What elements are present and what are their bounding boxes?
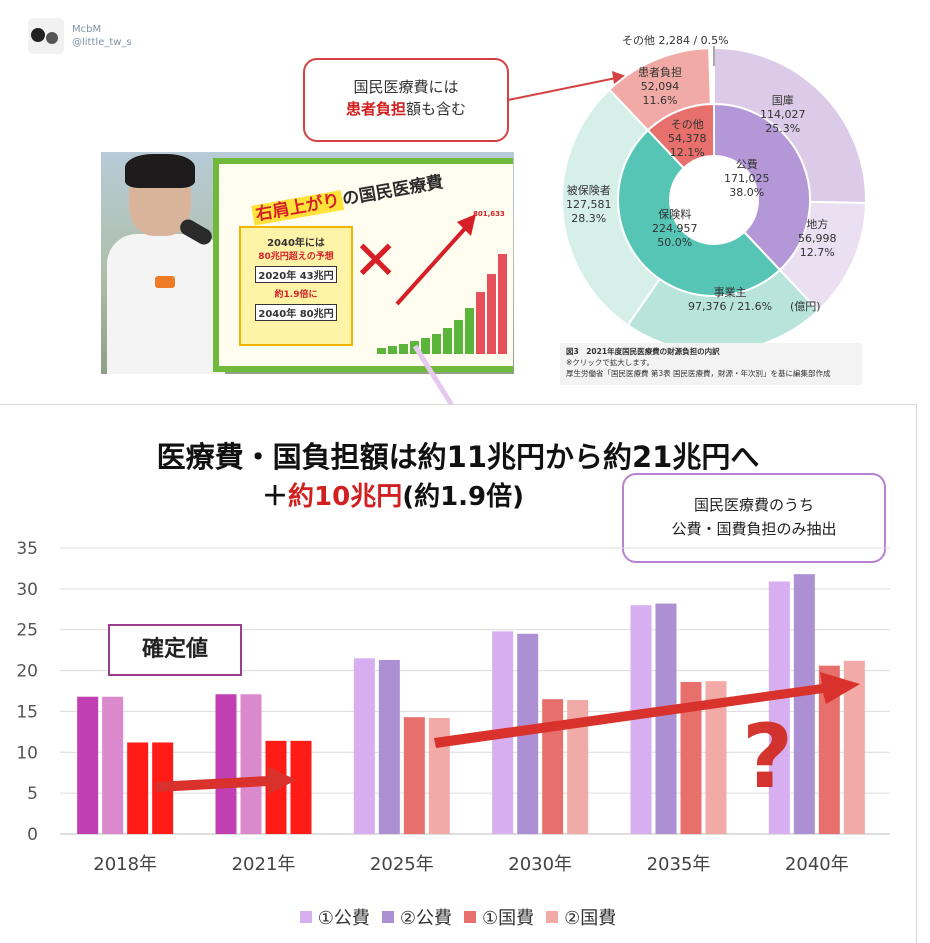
bar xyxy=(793,574,815,834)
trend-arrow-forecast-icon xyxy=(434,672,860,748)
x-tick-label: 2025年 xyxy=(370,854,434,875)
donut-label-patient: 患者負担 52,094 11.6% xyxy=(638,66,682,107)
speaker-figure xyxy=(107,154,227,374)
donut-label-employer: 事業主 97,376 / 21.6% xyxy=(688,286,773,313)
bar xyxy=(428,717,450,834)
chart-legend: ①公費 ②公費 ①国費 ②国費 xyxy=(0,904,916,930)
y-tick-label: 20 xyxy=(16,662,38,682)
donut-caption: 図3 2021年度国民医療費の財源負担の内訳 ※クリックで拡大します。 厚生労働… xyxy=(560,343,862,385)
legend-item: ②国費 xyxy=(546,904,616,930)
board-mini-bar xyxy=(487,274,496,354)
bar xyxy=(705,681,727,834)
patient-share-callout: 国民医療費には 患者負担額も含む xyxy=(303,58,509,142)
bar xyxy=(655,603,677,834)
legend-label: ①国費 xyxy=(482,908,535,929)
x-tick-label: 2035年 xyxy=(647,854,711,875)
board-mini-bar xyxy=(443,328,452,354)
legend-item: ②公費 xyxy=(381,904,452,930)
x-tick-label: 2030年 xyxy=(508,854,572,875)
donut-inner-slice xyxy=(617,128,782,298)
donut-label-local: 地方 56,998 12.7% xyxy=(798,218,837,259)
trend-arrow-confirmed-icon xyxy=(155,766,296,795)
chart-title: 医療費・国負担額は約11兆円から約21兆円へ xyxy=(156,440,760,474)
board-rising-arrow-icon xyxy=(395,214,476,306)
account-name: McbM xyxy=(72,24,102,35)
board-mini-bar xyxy=(432,334,441,354)
donut-label-inner-other: その他 54,378 12.1% xyxy=(668,118,707,159)
donut-inner-slice xyxy=(646,102,715,170)
bar xyxy=(680,682,702,834)
y-tick-label: 35 xyxy=(16,539,38,559)
legend-swatch xyxy=(299,911,312,923)
x-tick-label: 2040年 xyxy=(785,854,849,875)
bar xyxy=(818,665,840,834)
y-tick-label: 5 xyxy=(27,784,38,804)
legend-swatch xyxy=(464,911,476,923)
board-forecast-box: 2040年には 80兆円超えの予想 2020年 43兆円 約1.9倍に 2040… xyxy=(239,226,353,346)
donut-label-premium: 保険料 224,957 50.0% xyxy=(652,208,698,249)
x-tick-label: 2018年 xyxy=(93,854,157,875)
y-tick-label: 0 xyxy=(27,825,38,845)
legend-swatch xyxy=(381,911,394,923)
bar xyxy=(378,659,400,834)
bar xyxy=(630,605,652,834)
speaker-photo: 右肩上がりの国民医療費 2040年には 80兆円超えの予想 2020年 43兆円… xyxy=(101,152,514,374)
bar xyxy=(542,699,564,834)
legend-label: ①公費 xyxy=(317,908,370,929)
bar xyxy=(567,699,589,834)
bar xyxy=(102,696,124,834)
donut-inner-slice xyxy=(713,102,811,272)
bar-chart: 0 5 10 15 20 25 30 35 2018年 2021年 2025年 2030年 2035年 2… xyxy=(16,539,890,875)
legend-swatch xyxy=(546,911,559,923)
financing-donut-chart xyxy=(561,46,867,353)
bar xyxy=(77,696,99,834)
board-mini-bar xyxy=(454,320,463,354)
x-tick-label: 2021年 xyxy=(232,854,296,875)
y-tick-label: 30 xyxy=(16,580,38,600)
question-mark-icon: ? xyxy=(742,705,794,808)
y-tick-label: 15 xyxy=(16,702,38,722)
bar xyxy=(240,694,262,834)
board-mini-bar xyxy=(377,348,386,354)
legend-label: ②公費 xyxy=(399,908,452,929)
confirmed-values-tag: 確定値 xyxy=(108,624,242,676)
account-handle[interactable]: McbM @little_tw_s xyxy=(28,18,132,54)
bar xyxy=(403,717,425,834)
board-mini-bar xyxy=(399,344,408,354)
legend-item: ①公費 xyxy=(299,904,370,930)
avatar[interactable] xyxy=(28,18,64,54)
board-mini-bar xyxy=(498,254,507,354)
bar xyxy=(127,742,149,834)
donut-label-national: 国庫 114,027 25.3% xyxy=(760,94,806,135)
bar xyxy=(768,581,790,834)
donut-label-other-outer: その他 2,284 / 0.5% xyxy=(622,34,729,47)
bar xyxy=(353,658,375,834)
board-mini-bar xyxy=(476,292,485,354)
bar xyxy=(290,740,312,834)
board-mini-bar xyxy=(465,308,474,354)
donut-unit-label: (億円) xyxy=(790,300,821,313)
legend-label: ②国費 xyxy=(564,908,617,929)
board-mini-bar xyxy=(388,346,397,354)
board-peak-value: 801,633 xyxy=(473,210,505,218)
bar xyxy=(215,694,237,834)
y-tick-label: 10 xyxy=(16,743,38,763)
donut-labels: その他 2,284 / 0.5% 患者負担 52,094 11.6% 国庫 114,027… xyxy=(552,34,864,386)
bar xyxy=(843,660,865,834)
account-id: @little_tw_s xyxy=(72,37,132,48)
cross-mark-icon: ✕ xyxy=(353,229,399,292)
legend-item: ①国費 xyxy=(464,904,534,930)
donut-label-public: 公費 171,025 38.0% xyxy=(724,158,770,199)
y-tick-label: 25 xyxy=(16,621,38,641)
chart-subtitle: ＋約10兆円(約1.9倍) xyxy=(262,482,525,512)
donut-label-insured: 被保険者 127,581 28.3% xyxy=(566,184,612,225)
